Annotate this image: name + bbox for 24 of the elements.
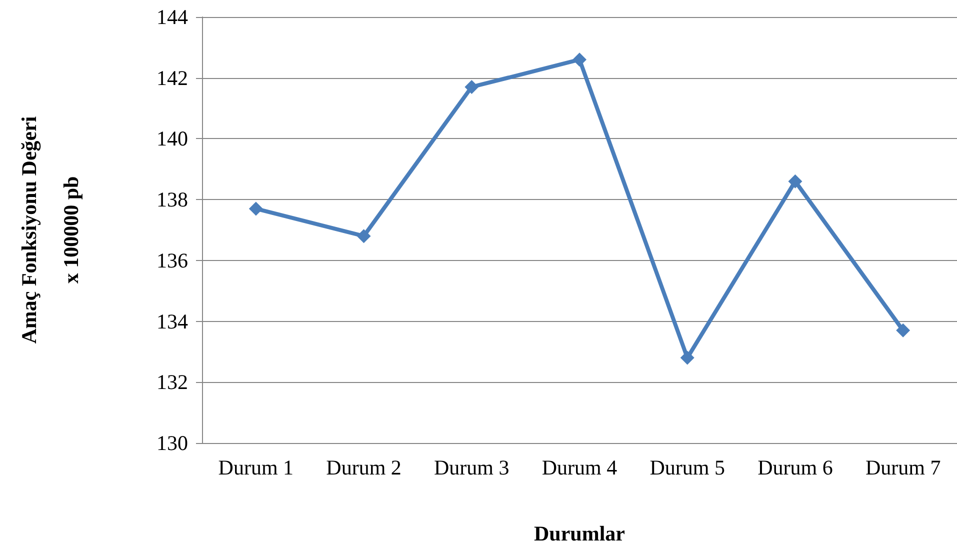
- point: [680, 350, 694, 365]
- point: [572, 52, 586, 67]
- y-tick-label: 142: [156, 66, 188, 90]
- x-tick-label: Durum 4: [542, 456, 618, 480]
- x-tick-label: Durum 6: [758, 456, 833, 480]
- y-tick-label: 138: [156, 188, 188, 212]
- y-tick-label: 136: [156, 248, 188, 272]
- y-tick-label: 130: [156, 431, 188, 455]
- y-axis-title: Amaç Fonksiyonu Değeri x 100000 pb: [17, 116, 83, 344]
- x-tick-label: Durum 3: [434, 456, 510, 480]
- point: [356, 229, 371, 244]
- x-axis-title: Durumlar: [534, 522, 625, 546]
- y-tick-label: 140: [156, 126, 188, 151]
- y-tick-label: 144: [156, 5, 188, 29]
- point: [248, 202, 263, 216]
- x-tick-label: Durum 5: [650, 456, 725, 480]
- point: [788, 174, 802, 188]
- x-tick-label: Durum 7: [865, 456, 941, 480]
- point: [464, 80, 479, 94]
- y-tick-label: 134: [156, 309, 188, 334]
- point: [896, 323, 910, 338]
- x-tick-label: Durum 1: [218, 456, 294, 480]
- y-tick-label: 132: [156, 370, 188, 394]
- x-tick-label: Durum 2: [326, 456, 402, 480]
